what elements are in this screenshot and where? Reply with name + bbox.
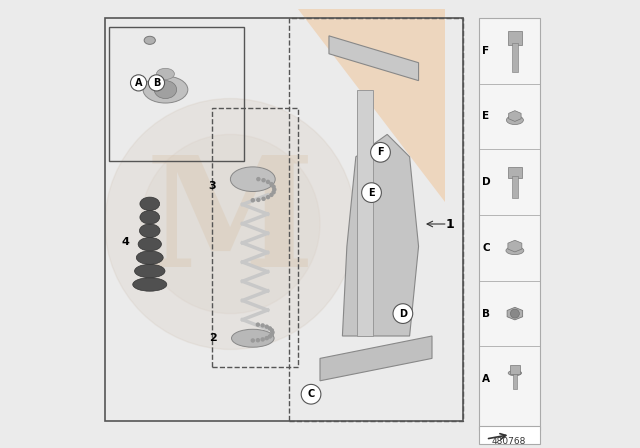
Bar (479, 426, 540, 444)
Ellipse shape (508, 370, 522, 376)
Ellipse shape (232, 329, 274, 347)
Circle shape (256, 177, 260, 181)
Ellipse shape (143, 76, 188, 103)
Bar (356, 90, 373, 336)
Ellipse shape (230, 167, 275, 192)
Circle shape (271, 190, 276, 194)
Polygon shape (320, 336, 432, 381)
Text: F: F (377, 147, 384, 157)
Text: 1: 1 (445, 217, 454, 231)
Circle shape (255, 323, 260, 327)
Circle shape (105, 99, 356, 349)
Circle shape (301, 384, 321, 404)
Text: B: B (482, 309, 490, 319)
Circle shape (268, 334, 272, 339)
Circle shape (260, 323, 265, 327)
Ellipse shape (136, 251, 163, 264)
Circle shape (148, 75, 164, 91)
Polygon shape (507, 307, 523, 320)
Text: C: C (307, 389, 315, 399)
Circle shape (371, 142, 390, 162)
Circle shape (266, 195, 270, 199)
Circle shape (269, 193, 274, 197)
Ellipse shape (156, 69, 174, 80)
Ellipse shape (138, 237, 161, 251)
Circle shape (272, 187, 276, 192)
Circle shape (261, 178, 266, 182)
Text: M: M (146, 150, 315, 298)
Polygon shape (508, 240, 522, 252)
Circle shape (269, 328, 274, 332)
Text: E: E (368, 188, 375, 198)
Ellipse shape (134, 264, 165, 278)
Polygon shape (342, 134, 419, 336)
Ellipse shape (132, 278, 167, 291)
Circle shape (131, 75, 147, 91)
Circle shape (255, 338, 260, 342)
Text: C: C (482, 243, 490, 253)
Text: D: D (399, 309, 407, 319)
Ellipse shape (140, 224, 160, 237)
Circle shape (250, 198, 255, 202)
Text: 4: 4 (121, 237, 129, 247)
Circle shape (268, 326, 272, 331)
Bar (479, 18, 540, 430)
Circle shape (266, 180, 270, 184)
Polygon shape (298, 9, 445, 202)
Circle shape (141, 134, 320, 314)
Text: B: B (153, 78, 160, 88)
Ellipse shape (144, 36, 156, 44)
Polygon shape (509, 111, 521, 121)
Circle shape (270, 330, 275, 335)
FancyBboxPatch shape (508, 31, 522, 44)
Ellipse shape (506, 116, 524, 125)
FancyBboxPatch shape (508, 168, 522, 178)
Ellipse shape (154, 81, 177, 99)
Circle shape (250, 338, 255, 343)
Text: A: A (482, 375, 490, 384)
Circle shape (260, 337, 265, 342)
Ellipse shape (140, 211, 159, 224)
Circle shape (264, 324, 269, 329)
Text: D: D (482, 177, 491, 187)
Ellipse shape (140, 197, 159, 211)
Text: F: F (482, 46, 490, 56)
FancyBboxPatch shape (510, 366, 520, 375)
Circle shape (393, 304, 413, 323)
Text: 3: 3 (209, 181, 216, 191)
Bar (513, 373, 517, 389)
Circle shape (256, 198, 260, 202)
Circle shape (261, 197, 266, 201)
Bar (512, 177, 518, 198)
Text: 480768: 480768 (492, 437, 526, 446)
Circle shape (269, 182, 274, 186)
Circle shape (264, 336, 269, 340)
Polygon shape (329, 36, 419, 81)
Circle shape (269, 332, 274, 337)
Text: E: E (482, 112, 490, 121)
Bar (512, 43, 518, 72)
Circle shape (511, 309, 520, 318)
Text: A: A (135, 78, 142, 88)
Bar (212, 108, 298, 367)
Text: 2: 2 (209, 333, 217, 343)
Ellipse shape (506, 246, 524, 254)
Bar (289, 18, 463, 421)
Circle shape (362, 183, 381, 202)
Circle shape (271, 185, 276, 189)
